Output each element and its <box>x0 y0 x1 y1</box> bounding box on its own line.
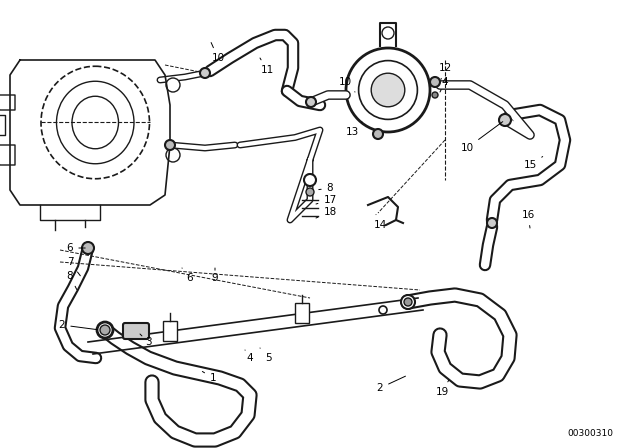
Circle shape <box>166 148 180 162</box>
Text: 10: 10 <box>211 43 225 63</box>
Text: 8: 8 <box>319 183 333 193</box>
Text: 15: 15 <box>524 156 543 170</box>
Circle shape <box>97 322 113 338</box>
Text: 9: 9 <box>212 268 218 283</box>
Circle shape <box>165 140 175 150</box>
Circle shape <box>379 306 387 314</box>
Bar <box>295 303 309 323</box>
Text: 2: 2 <box>377 376 406 393</box>
Circle shape <box>371 73 405 107</box>
Text: 00300310: 00300310 <box>567 430 613 439</box>
Text: 4: 4 <box>440 77 448 92</box>
Circle shape <box>432 92 438 98</box>
Circle shape <box>82 242 94 254</box>
Text: 19: 19 <box>435 380 449 397</box>
Text: 7: 7 <box>67 257 81 276</box>
Circle shape <box>166 78 180 92</box>
Text: 6: 6 <box>182 268 193 283</box>
Circle shape <box>304 174 316 186</box>
Circle shape <box>430 77 440 87</box>
Text: 12: 12 <box>438 63 452 79</box>
Text: 13: 13 <box>346 122 362 137</box>
Circle shape <box>401 295 415 309</box>
Circle shape <box>346 48 430 132</box>
Text: 17: 17 <box>316 195 337 205</box>
Bar <box>163 321 177 341</box>
Text: 10: 10 <box>460 122 503 153</box>
Circle shape <box>499 114 511 126</box>
Text: 11: 11 <box>260 58 274 75</box>
Circle shape <box>200 68 210 78</box>
Circle shape <box>358 60 417 120</box>
Circle shape <box>404 301 412 309</box>
Circle shape <box>100 325 110 335</box>
Circle shape <box>306 188 314 196</box>
Circle shape <box>382 27 394 39</box>
Text: 16: 16 <box>522 210 534 228</box>
Text: 14: 14 <box>373 215 387 230</box>
Text: 8: 8 <box>67 271 77 289</box>
FancyBboxPatch shape <box>123 323 149 339</box>
Text: 1: 1 <box>202 371 216 383</box>
Text: 3: 3 <box>140 334 151 347</box>
Circle shape <box>306 97 316 107</box>
Text: 6: 6 <box>67 243 85 253</box>
Circle shape <box>487 218 497 228</box>
Text: 18: 18 <box>316 207 337 218</box>
Text: 2: 2 <box>59 320 97 330</box>
Circle shape <box>404 298 412 306</box>
Text: 10: 10 <box>339 77 355 92</box>
Circle shape <box>373 129 383 139</box>
Text: 4: 4 <box>245 350 253 363</box>
Text: 5: 5 <box>260 348 271 363</box>
